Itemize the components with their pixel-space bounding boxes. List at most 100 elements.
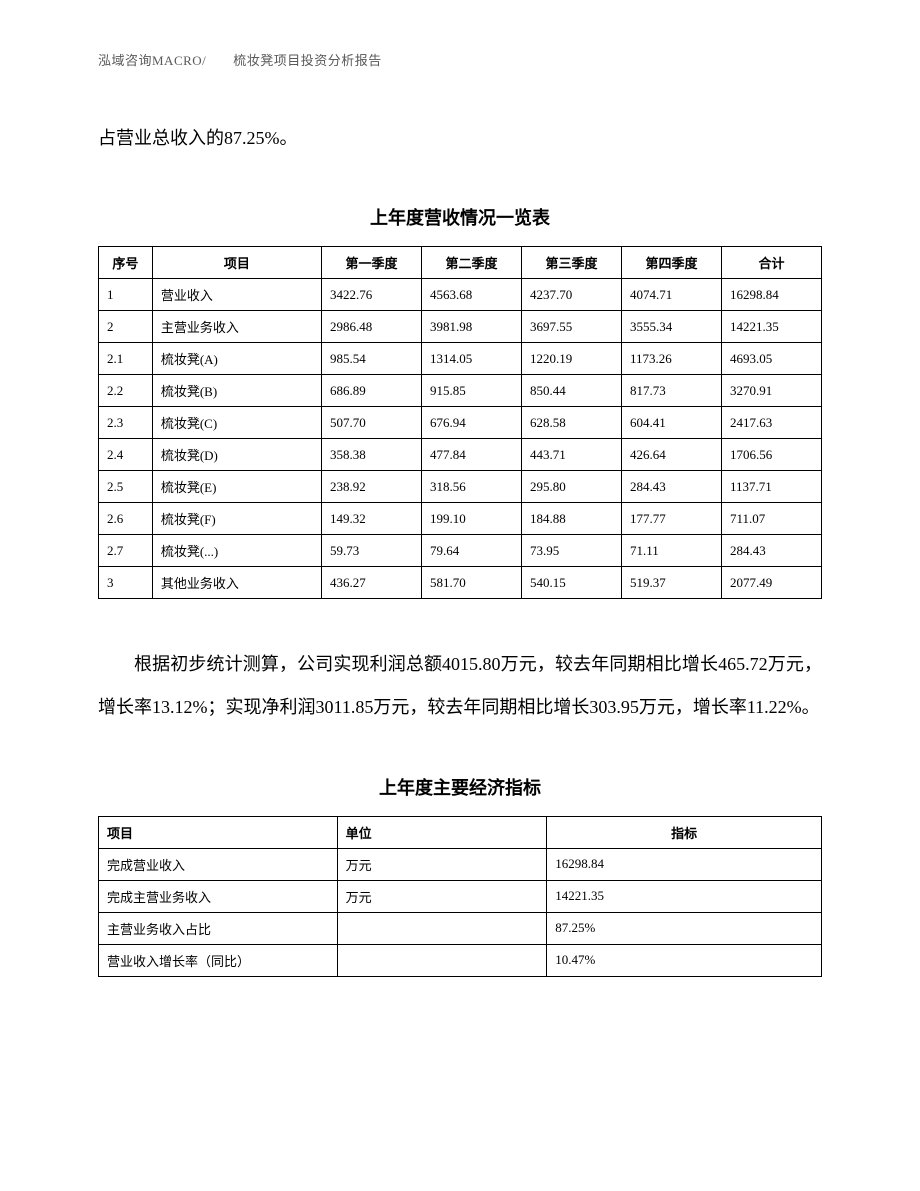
table-cell: 79.64 bbox=[422, 535, 522, 567]
table-row: 完成营业收入万元16298.84 bbox=[99, 848, 822, 880]
table-cell: 1 bbox=[99, 279, 153, 311]
table-cell: 686.89 bbox=[322, 375, 422, 407]
table-cell: 915.85 bbox=[422, 375, 522, 407]
table-row: 2.4梳妆凳(D)358.38477.84443.71426.641706.56 bbox=[99, 439, 822, 471]
table-cell: 2417.63 bbox=[721, 407, 821, 439]
header-item: 项目 bbox=[152, 247, 321, 279]
table-row: 2.3梳妆凳(C)507.70676.94628.58604.412417.63 bbox=[99, 407, 822, 439]
table-cell: 1220.19 bbox=[522, 343, 622, 375]
table-cell: 梳妆凳(E) bbox=[152, 471, 321, 503]
table-cell: 71.11 bbox=[621, 535, 721, 567]
table-cell: 2.5 bbox=[99, 471, 153, 503]
table-cell: 万元 bbox=[337, 848, 547, 880]
table-cell: 817.73 bbox=[621, 375, 721, 407]
table-cell: 3 bbox=[99, 567, 153, 599]
table-row: 2.7梳妆凳(...)59.7379.6473.9571.11284.43 bbox=[99, 535, 822, 567]
header-q4: 第四季度 bbox=[621, 247, 721, 279]
table-cell: 其他业务收入 bbox=[152, 567, 321, 599]
table-row: 1营业收入3422.764563.684237.704074.7116298.8… bbox=[99, 279, 822, 311]
table-row: 主营业务收入占比 87.25% bbox=[99, 912, 822, 944]
header-seq: 序号 bbox=[99, 247, 153, 279]
table-cell: 万元 bbox=[337, 880, 547, 912]
table-cell: 2.2 bbox=[99, 375, 153, 407]
table-cell: 3555.34 bbox=[621, 311, 721, 343]
table-cell bbox=[337, 912, 547, 944]
table2-title: 上年度主要经济指标 bbox=[98, 774, 822, 800]
table-cell: 梳妆凳(F) bbox=[152, 503, 321, 535]
table-cell: 199.10 bbox=[422, 503, 522, 535]
table-cell: 284.43 bbox=[621, 471, 721, 503]
table-row: 3其他业务收入436.27581.70540.15519.372077.49 bbox=[99, 567, 822, 599]
table-cell: 2.7 bbox=[99, 535, 153, 567]
table-cell: 2.6 bbox=[99, 503, 153, 535]
table-cell: 73.95 bbox=[522, 535, 622, 567]
table-cell: 177.77 bbox=[621, 503, 721, 535]
table-cell: 59.73 bbox=[322, 535, 422, 567]
table-cell: 3422.76 bbox=[322, 279, 422, 311]
table-cell: 284.43 bbox=[721, 535, 821, 567]
table-cell: 985.54 bbox=[322, 343, 422, 375]
table-row: 2.5梳妆凳(E)238.92318.56295.80284.431137.71 bbox=[99, 471, 822, 503]
table-cell: 1314.05 bbox=[422, 343, 522, 375]
header-total: 合计 bbox=[721, 247, 821, 279]
header-project: 项目 bbox=[99, 816, 338, 848]
table-cell: 主营业务收入占比 bbox=[99, 912, 338, 944]
table-cell: 2077.49 bbox=[721, 567, 821, 599]
table-cell: 443.71 bbox=[522, 439, 622, 471]
table-cell: 628.58 bbox=[522, 407, 622, 439]
table-cell: 507.70 bbox=[322, 407, 422, 439]
header-unit: 单位 bbox=[337, 816, 547, 848]
table-cell: 4237.70 bbox=[522, 279, 622, 311]
table-cell: 完成主营业务收入 bbox=[99, 880, 338, 912]
header-q2: 第二季度 bbox=[422, 247, 522, 279]
table-cell: 238.92 bbox=[322, 471, 422, 503]
table-cell: 426.64 bbox=[621, 439, 721, 471]
page-header: 泓域咨询MACRO/ 梳妆凳项目投资分析报告 bbox=[98, 50, 822, 69]
table-cell: 14221.35 bbox=[547, 880, 822, 912]
table-cell: 2.3 bbox=[99, 407, 153, 439]
table-cell: 2.4 bbox=[99, 439, 153, 471]
table-cell: 4563.68 bbox=[422, 279, 522, 311]
table-header-row: 项目 单位 指标 bbox=[99, 816, 822, 848]
table-cell: 540.15 bbox=[522, 567, 622, 599]
table-cell: 711.07 bbox=[721, 503, 821, 535]
table-cell: 4074.71 bbox=[621, 279, 721, 311]
intro-text: 占营业总收入的87.25%。 bbox=[98, 117, 822, 160]
table-cell: 184.88 bbox=[522, 503, 622, 535]
table-cell bbox=[337, 944, 547, 976]
table-cell: 2.1 bbox=[99, 343, 153, 375]
table-cell: 3981.98 bbox=[422, 311, 522, 343]
table-cell: 4693.05 bbox=[721, 343, 821, 375]
revenue-table: 序号 项目 第一季度 第二季度 第三季度 第四季度 合计 1营业收入3422.7… bbox=[98, 246, 822, 599]
table-cell: 318.56 bbox=[422, 471, 522, 503]
table-cell: 1137.71 bbox=[721, 471, 821, 503]
table-cell: 梳妆凳(B) bbox=[152, 375, 321, 407]
table-cell: 营业收入增长率（同比） bbox=[99, 944, 338, 976]
analysis-paragraph: 根据初步统计测算，公司实现利润总额4015.80万元，较去年同期相比增长465.… bbox=[98, 643, 822, 729]
table-cell: 1706.56 bbox=[721, 439, 821, 471]
table-row: 2.6梳妆凳(F)149.32199.10184.88177.77711.07 bbox=[99, 503, 822, 535]
table-cell: 主营业务收入 bbox=[152, 311, 321, 343]
table-cell: 2 bbox=[99, 311, 153, 343]
table-cell: 604.41 bbox=[621, 407, 721, 439]
table-cell: 519.37 bbox=[621, 567, 721, 599]
table-cell: 完成营业收入 bbox=[99, 848, 338, 880]
table-row: 2主营业务收入2986.483981.983697.553555.3414221… bbox=[99, 311, 822, 343]
table-cell: 477.84 bbox=[422, 439, 522, 471]
table-cell: 87.25% bbox=[547, 912, 822, 944]
header-q1: 第一季度 bbox=[322, 247, 422, 279]
table-row: 2.1梳妆凳(A)985.541314.051220.191173.264693… bbox=[99, 343, 822, 375]
table-cell: 梳妆凳(C) bbox=[152, 407, 321, 439]
table-cell: 581.70 bbox=[422, 567, 522, 599]
header-indicator: 指标 bbox=[547, 816, 822, 848]
header-q3: 第三季度 bbox=[522, 247, 622, 279]
table-cell: 梳妆凳(D) bbox=[152, 439, 321, 471]
table-cell: 梳妆凳(A) bbox=[152, 343, 321, 375]
table-cell: 676.94 bbox=[422, 407, 522, 439]
table-cell: 16298.84 bbox=[721, 279, 821, 311]
indicators-table: 项目 单位 指标 完成营业收入万元16298.84完成主营业务收入万元14221… bbox=[98, 816, 822, 977]
table-cell: 850.44 bbox=[522, 375, 622, 407]
table-cell: 16298.84 bbox=[547, 848, 822, 880]
table-cell: 295.80 bbox=[522, 471, 622, 503]
table-cell: 436.27 bbox=[322, 567, 422, 599]
